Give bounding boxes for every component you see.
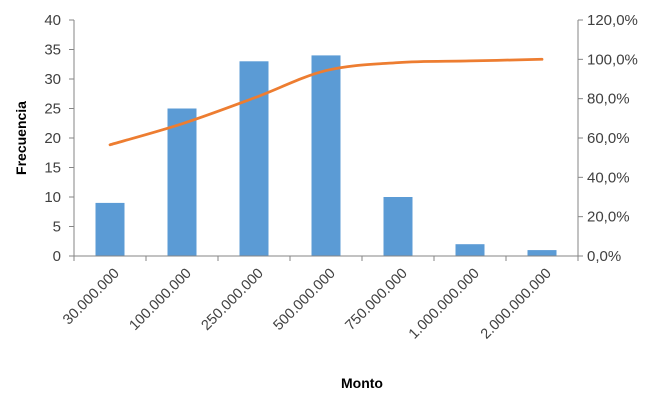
category-tick-label: 250.000.000 [198, 266, 266, 334]
cumulative-line-series [108, 57, 544, 147]
bar [239, 61, 269, 256]
y-axis-title: Frecuencia [13, 101, 29, 175]
y2-tick-label: 120,0% [587, 12, 638, 29]
bar [311, 55, 341, 257]
category-tick-label: 100.000.000 [126, 266, 194, 334]
y-tick-label: 10 [44, 189, 61, 206]
category-tick-label: 1.000.000.000 [406, 266, 483, 343]
y2-tick-label: 40,0% [587, 169, 630, 186]
y2-tick-label: 80,0% [587, 91, 630, 108]
bar [455, 244, 485, 256]
category-tick-label: 500.000.000 [270, 266, 338, 334]
cumulative-line [108, 57, 544, 147]
y-tick-label: 25 [44, 101, 61, 118]
y2-tick-label: 100,0% [587, 51, 638, 68]
category-tick-label: 750.000.000 [342, 266, 410, 334]
category-tick-label: 2.000.000.000 [478, 266, 555, 343]
y2-tick-label: 20,0% [587, 209, 630, 226]
x-axis-title: Monto [341, 375, 383, 391]
right-axis-ticks: 0,0% 20,0% 40,0% 60,0% 80,0% 100,0% 120,0% [578, 12, 638, 265]
bar [167, 108, 197, 256]
bar [527, 250, 557, 256]
y2-tick-label: 0,0% [587, 248, 621, 265]
bar-series [95, 55, 557, 257]
y-tick-label: 5 [53, 219, 61, 236]
y-tick-label: 0 [53, 248, 61, 265]
bar [95, 202, 125, 256]
y-tick-label: 30 [44, 71, 61, 88]
y2-tick-label: 60,0% [587, 130, 630, 147]
bar [383, 197, 413, 256]
y-tick-label: 40 [44, 12, 61, 29]
y-tick-label: 15 [44, 160, 61, 177]
y-tick-label: 20 [44, 130, 61, 147]
y-tick-label: 35 [44, 42, 61, 59]
category-axis-ticks: 30.000.000 100.000.000 250.000.000 500.000.… [60, 266, 555, 343]
left-axis-ticks: 0 5 10 15 20 25 30 35 40 [44, 12, 74, 265]
category-tick-label: 30.000.000 [60, 266, 123, 329]
